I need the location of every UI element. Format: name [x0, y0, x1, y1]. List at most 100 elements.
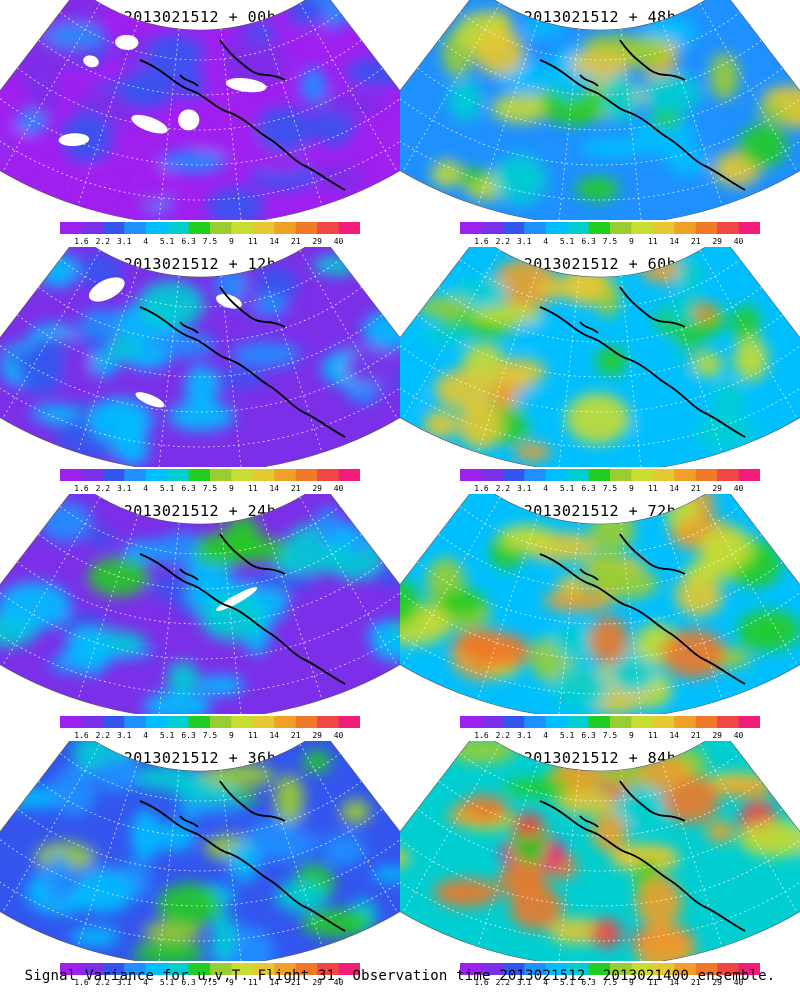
colorbar-swatch — [338, 716, 360, 728]
colorbar-tick-label: 4 — [143, 731, 149, 740]
colorbar-tick-label: 21 — [690, 731, 701, 740]
variance-blob — [44, 854, 74, 906]
variance-blob — [167, 401, 235, 432]
colorbar-swatch — [60, 963, 82, 975]
variance-blob — [70, 927, 120, 947]
map-boundary — [400, 494, 800, 714]
variance-blob — [79, 308, 125, 338]
colorbar-swatch — [145, 469, 168, 481]
colorbar-swatch — [631, 469, 654, 481]
latitude-line — [0, 95, 400, 166]
colorbar-swatch — [252, 963, 275, 975]
variance-blob — [26, 67, 60, 116]
variance-blob — [663, 301, 696, 324]
colorbar-tick-label: 4 — [143, 978, 149, 987]
colorbar-swatch — [610, 963, 632, 975]
colorbar-tick-label: 11 — [248, 484, 258, 493]
coastline — [539, 39, 746, 191]
colorbar-tick-label: 3.1 — [117, 237, 132, 246]
colorbar-tick-label: 11 — [648, 731, 658, 740]
colorbar-swatch — [231, 963, 254, 975]
colorbar-swatch — [502, 222, 525, 234]
latitude-line — [0, 836, 400, 907]
colorbar-tick-label: 1.6 — [474, 978, 489, 987]
colorbar-tick-label: 3.1 — [517, 237, 532, 246]
variance-blob — [130, 539, 179, 559]
variance-blob — [138, 164, 171, 207]
variance-blob — [179, 70, 205, 100]
variance-blob — [370, 566, 400, 586]
colorbar-tick-label: 5.1 — [559, 978, 575, 987]
colorbar-swatch — [81, 716, 104, 728]
variance-blob — [498, 861, 548, 899]
variance-blob — [433, 878, 500, 907]
colorbar-swatch — [674, 716, 697, 728]
colorbar-swatch — [167, 469, 190, 481]
variance-blob — [206, 187, 265, 220]
colorbar-tick-label: 3.1 — [117, 484, 132, 493]
colorbar-swatch — [738, 716, 760, 728]
variance-blob — [247, 24, 277, 41]
variance-blob — [5, 348, 55, 367]
colorbar-swatch — [695, 222, 718, 234]
colorbar-tick-label: 2.2 — [495, 978, 511, 987]
colorbar-tick-label: 29 — [712, 731, 722, 740]
colorbar-swatch — [317, 963, 340, 975]
variance-blob — [642, 71, 701, 115]
colorbar-swatch — [274, 716, 297, 728]
variance-blob — [470, 304, 543, 325]
colorbar-tick-label: 3.1 — [117, 978, 132, 987]
colorbar-swatch — [338, 222, 360, 234]
variance-blob — [474, 29, 525, 76]
variance-blob — [144, 33, 203, 79]
colorbar-tick-label: 29 — [712, 237, 722, 246]
coastline — [539, 533, 746, 685]
variance-blob — [504, 778, 570, 797]
variance-blob — [557, 791, 617, 815]
variance-blob — [694, 411, 756, 451]
variance-blob — [300, 908, 372, 938]
colorbar-tick-label: 40 — [733, 484, 744, 493]
colorbar-tick-label: 6.3 — [581, 731, 596, 740]
variance-blob — [0, 126, 35, 176]
colorbar-swatch — [460, 469, 482, 481]
colorbar-tick-label: 1.6 — [74, 484, 89, 493]
colorbar-swatch — [524, 963, 547, 975]
colorbar — [60, 222, 360, 234]
latitude-line — [400, 123, 800, 201]
variance-map — [0, 0, 400, 220]
colorbar-tick-label: 1.6 — [474, 237, 489, 246]
colorbar-tick-label: 7.5 — [202, 484, 218, 493]
variance-blob — [0, 581, 72, 630]
colorbar-tick-label: 14 — [269, 484, 280, 493]
latitude-line — [0, 864, 400, 942]
variance-blob — [371, 631, 400, 662]
colorbar-swatch — [524, 469, 547, 481]
colorbar-swatch — [210, 469, 232, 481]
variance-blob — [543, 589, 614, 612]
colorbar-swatch — [481, 222, 504, 234]
colorbar-swatch — [188, 963, 211, 975]
variance-blob — [447, 807, 477, 825]
colorbar-tick-label: 2.2 — [495, 237, 511, 246]
no-data-patch — [178, 109, 200, 131]
colorbar-tick-label: 3.1 — [517, 731, 532, 740]
variance-blob — [550, 665, 609, 712]
variance-blob — [130, 809, 161, 861]
coastline — [139, 533, 346, 685]
colorbar-tick-label: 11 — [648, 484, 658, 493]
colorbar-tick-label: 9 — [229, 731, 234, 740]
variance-blob — [439, 588, 486, 617]
colorbar-tick-label: 11 — [248, 237, 258, 246]
variance-blob — [675, 574, 723, 616]
latitude-line — [400, 589, 800, 660]
variance-blob — [95, 756, 139, 793]
colorbar-swatch — [717, 222, 740, 234]
colorbar — [460, 469, 760, 481]
colorbar-tick-label: 21 — [290, 731, 301, 740]
variance-blob — [595, 346, 628, 376]
colorbar-swatch — [102, 716, 125, 728]
variance-blob — [565, 393, 630, 444]
coastline — [139, 286, 346, 438]
colorbar-tick-label: 6.3 — [581, 978, 596, 987]
